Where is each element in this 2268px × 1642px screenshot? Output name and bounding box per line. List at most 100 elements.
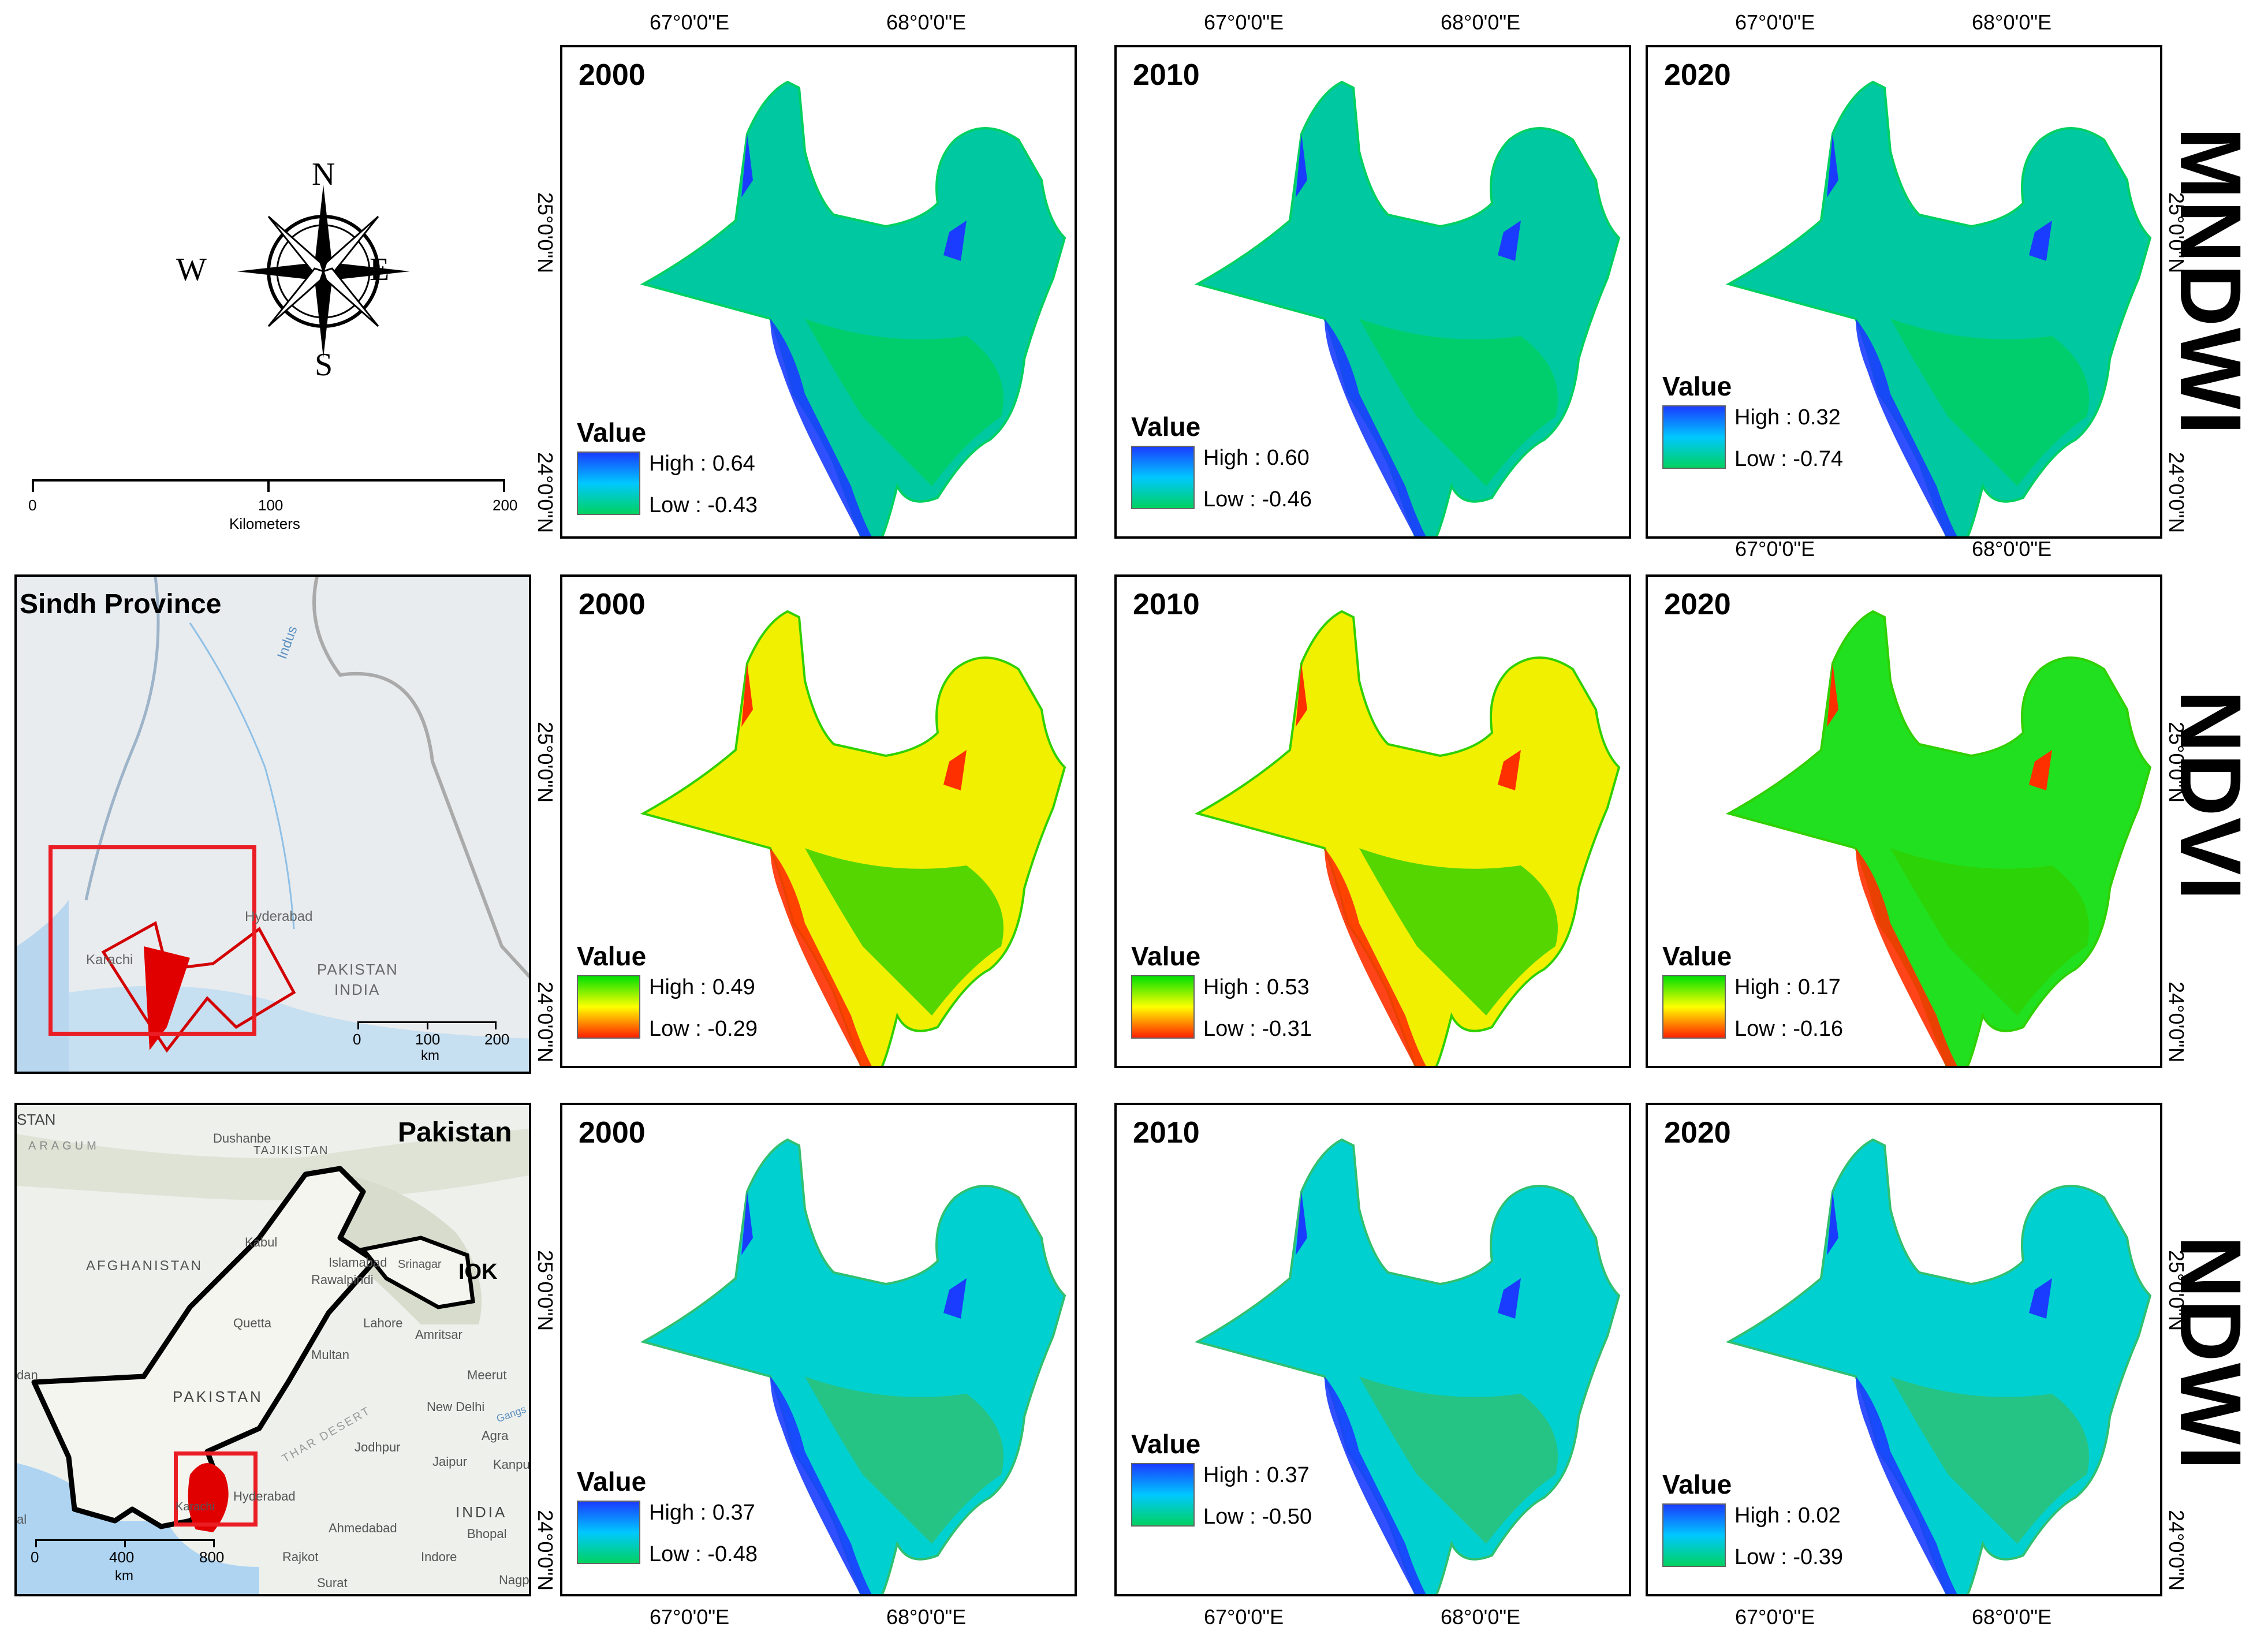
compass-n-label: N: [312, 156, 335, 192]
legend-low: Low : -0.29: [649, 1017, 758, 1041]
place-amritsar: Amritsar: [415, 1327, 462, 1342]
legend-high: High : 0.37: [1203, 1463, 1310, 1487]
place-multan: Multan: [311, 1348, 350, 1362]
map-panel-ndwi-2010: 2010 Value High : 0.37 Low : -0.50: [1114, 1103, 1631, 1596]
legend-color-ramp: [1662, 975, 1726, 1039]
lat-label-left-1: 24°0'0"N: [534, 1510, 557, 1591]
panel-year: 2010: [1133, 1116, 1200, 1150]
lon-label-bottom-0: 67°0'0"E: [1204, 1605, 1284, 1629]
legend-high: High : 0.02: [1734, 1503, 1841, 1528]
compass-w-label: W: [176, 252, 207, 288]
sindh-scale-200: 200: [484, 1031, 510, 1048]
row-label-mndwi: MNDWI: [2162, 127, 2259, 436]
place-bhopal: Bhopal: [467, 1527, 507, 1541]
place-hyderabad: Hyderabad: [233, 1489, 296, 1503]
scale-tick-100: 100: [258, 497, 284, 514]
place-rawalpindi: Rawalpindi: [311, 1272, 374, 1287]
legend-high: High : 0.49: [649, 975, 755, 999]
lon-label-top-0: 67°0'0"E: [1735, 10, 1815, 34]
legend-title: Value: [1131, 941, 1201, 971]
place-srinagar: Srinagar: [398, 1258, 442, 1271]
legend-title: Value: [1662, 1469, 1732, 1499]
legend-low: Low : -0.16: [1734, 1017, 1843, 1041]
lat-label-left-1: 24°0'0"N: [534, 452, 557, 533]
lon-label-top-0: 67°0'0"E: [650, 10, 730, 34]
legend-high: High : 0.53: [1203, 975, 1310, 999]
lat-label-right-0: 25°0'0"N: [2165, 722, 2188, 803]
legend-high: High : 0.32: [1734, 405, 1841, 430]
legend-color-ramp: [577, 975, 640, 1039]
lat-label-left-0: 25°0'0"N: [534, 1250, 557, 1331]
lat-label-left-1: 24°0'0"N: [534, 982, 557, 1063]
place-stan: STAN: [17, 1111, 56, 1128]
panel-year: 2010: [1133, 58, 1200, 92]
panel-year: 2020: [1664, 58, 1731, 92]
legend-title: Value: [1131, 412, 1201, 442]
panel-year: 2020: [1664, 588, 1731, 621]
legend-low: Low : -0.48: [649, 1542, 758, 1566]
scale-tick-200: 200: [493, 497, 518, 514]
legend-low: Low : -0.46: [1203, 487, 1312, 512]
study-area-map: [1725, 1138, 2152, 1594]
study-area-map: [640, 1138, 1066, 1594]
legend-color-ramp: [577, 451, 640, 515]
pak-scale-800: 800: [199, 1548, 225, 1566]
lon-label-bottom-1: 68°0'0"E: [1972, 1605, 2052, 1629]
legend-color-ramp: [1131, 1463, 1195, 1527]
north-arrow: N S E W: [176, 156, 427, 383]
map-panel-mndwi-2000: 2000 Value High : 0.64 Low : -0.43: [560, 45, 1077, 539]
place-aragum: ARAGUM: [28, 1140, 100, 1152]
lon-label-top-1: 68°0'0"E: [1972, 10, 2052, 34]
panel-year: 2000: [579, 58, 646, 92]
pak-scale-0: 0: [31, 1548, 39, 1566]
map-panel-ndwi-2000: 2000 Value High : 0.37 Low : -0.48: [560, 1103, 1077, 1596]
lon-label-bottom-1: 68°0'0"E: [1441, 1605, 1521, 1629]
legend-title: Value: [577, 941, 647, 971]
place-surat: Surat: [317, 1576, 348, 1590]
legend-low: Low : -0.50: [1203, 1505, 1312, 1529]
place-meerut: Meerut: [467, 1368, 507, 1382]
sindh-scale-0: 0: [353, 1031, 361, 1048]
place-karachi: Karachi: [86, 952, 133, 968]
panel-year: 2000: [579, 588, 646, 621]
compass-s-label: S: [315, 347, 333, 383]
sindh-province-inset: Sindh Province Karachi Hyderabad PAKISTA…: [14, 574, 531, 1074]
lat-label-left-0: 25°0'0"N: [534, 722, 557, 803]
lat-label-right-0: 25°0'0"N: [2165, 192, 2188, 274]
lon-label-top-ndvi-1: 68°0'0"E: [1972, 537, 2052, 561]
legend-color-ramp: [1131, 446, 1195, 509]
lat-label-right-1: 24°0'0"N: [2165, 1510, 2188, 1591]
map-panel-ndwi-2020: 2020 Value High : 0.02 Low : -0.39: [1646, 1103, 2162, 1596]
sindh-location-box: [174, 1451, 258, 1527]
study-area-map: [640, 80, 1066, 536]
scale-unit: Kilometers: [229, 515, 300, 532]
place-rajkot: Rajkot: [282, 1550, 319, 1564]
legend-title: Value: [577, 417, 647, 447]
legend-title: Value: [1662, 941, 1732, 971]
legend-high: High : 0.60: [1203, 446, 1310, 470]
sindh-extent-box: [49, 845, 256, 1036]
place-ahmedabad: Ahmedabad: [329, 1521, 397, 1535]
lat-label-right-1: 24°0'0"N: [2165, 982, 2188, 1063]
legend-low: Low : -0.39: [1734, 1545, 1843, 1569]
map-panel-mndwi-2010: 2010 Value High : 0.60 Low : -0.46: [1114, 45, 1631, 539]
place-afghanistan: AFGHANISTAN: [86, 1258, 203, 1274]
place-nagpur: Nagpur: [499, 1573, 529, 1587]
pak-scale-400: 400: [109, 1548, 135, 1566]
map-panel-mndwi-2020: 2020 Value High : 0.32 Low : -0.74: [1646, 45, 2162, 539]
legend-color-ramp: [1662, 1503, 1726, 1567]
sindh-title: Sindh Province: [20, 589, 222, 620]
place-dan: dan: [17, 1368, 38, 1382]
panel-year: 2000: [579, 1116, 646, 1150]
place-dushanbe: Dushanbe: [213, 1131, 271, 1145]
legend-low: Low : -0.74: [1734, 447, 1843, 471]
scale-tick-0: 0: [28, 497, 37, 514]
lon-label-top-ndvi-0: 67°0'0"E: [1735, 537, 1815, 561]
map-panel-ndvi-2000: 2000 Value High : 0.49 Low : -0.29: [560, 574, 1077, 1068]
panel-year: 2020: [1664, 1116, 1731, 1150]
legend-high: High : 0.64: [649, 451, 755, 476]
pak-scale-unit: km: [115, 1568, 133, 1584]
place-quetta: Quetta: [233, 1316, 272, 1330]
legend-title: Value: [1662, 371, 1732, 401]
study-area-map: [1725, 80, 2152, 536]
